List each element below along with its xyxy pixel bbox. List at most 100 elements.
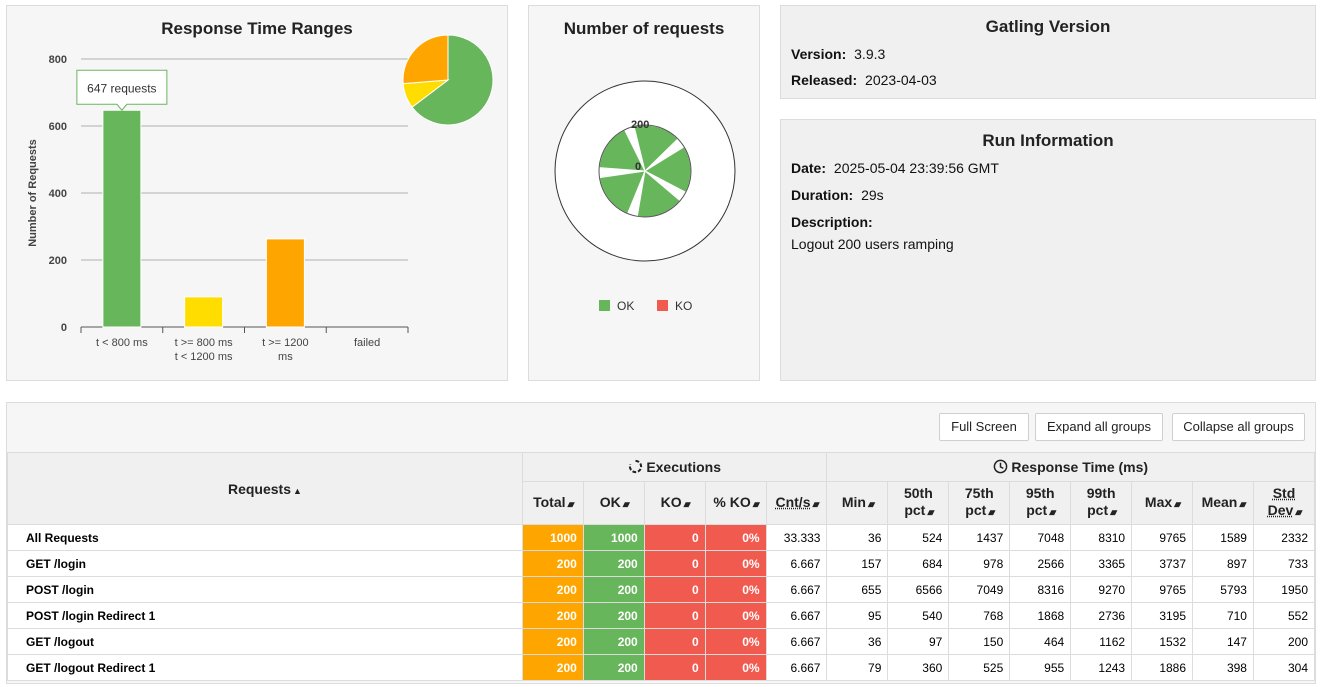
column-header-label: % KO <box>713 493 751 510</box>
cell-p50: 6566 <box>887 576 950 603</box>
version-label: Version: <box>791 46 847 62</box>
cell-ok: 200 <box>582 576 645 603</box>
full-screen-button[interactable]: Full Screen <box>939 413 1029 441</box>
table-row[interactable]: GET /logout 200 200 0 0% 6.667 36 97 150 464 1162 1… <box>7 628 1316 655</box>
cell-max: 3737 <box>1131 550 1194 577</box>
column-header-label: 50th <box>903 485 933 501</box>
sort-icon: ▴▾ <box>567 498 575 509</box>
column-header-max[interactable]: Max ▴▾ <box>1131 481 1194 525</box>
pie-slice-0[interactable] <box>411 34 494 126</box>
column-header-cnt[interactable]: Cnt/s ▴▾ <box>765 481 828 525</box>
column-header-label-line2: pct <box>1026 502 1048 518</box>
cell-pko: 0% <box>704 602 767 629</box>
date-label: Date: <box>791 160 827 176</box>
run-information-panel: Run Information Date: 2025-05-04 23:39:5… <box>780 119 1316 381</box>
released-row: Released: 2023-04-03 <box>791 72 937 88</box>
x-tick-label: t < 1200 ms <box>175 351 233 363</box>
column-header-pko[interactable]: % KO ▴▾ <box>704 481 767 525</box>
sort-icon: ▴▾ <box>683 498 691 509</box>
x-tick-label: t >= 800 ms <box>175 337 234 349</box>
column-header-p95[interactable]: 95th pct ▴▾ <box>1009 481 1072 525</box>
cell-total: 1000 <box>521 524 584 551</box>
cell-std: 1950 <box>1252 576 1316 603</box>
cell-p95: 7048 <box>1009 524 1072 551</box>
cell-p75: 150 <box>948 628 1011 655</box>
column-header-label-line2: pct <box>965 502 987 518</box>
x-tick-label: failed <box>354 337 380 349</box>
column-header-total[interactable]: Total ▴▾ <box>521 481 584 525</box>
response-time-ranges-panel: Response Time Ranges Number of Requests 0… <box>6 5 508 381</box>
request-name[interactable]: GET /logout <box>7 628 523 655</box>
cell-ko: 0 <box>643 550 706 577</box>
y-tick-label: 800 <box>49 54 67 66</box>
gatling-version-title: Gatling Version <box>985 17 1111 36</box>
cell-p75: 525 <box>948 654 1011 681</box>
column-header-ok[interactable]: OK ▴▾ <box>582 481 645 525</box>
version-row: Version: 3.9.3 <box>791 46 885 62</box>
cell-p75: 7049 <box>948 576 1011 603</box>
cell-p99: 3365 <box>1070 550 1133 577</box>
column-header-mean[interactable]: Mean ▴▾ <box>1192 481 1254 525</box>
description-row: Description: <box>791 214 877 230</box>
column-header-std[interactable]: Std Dev ▴▾ <box>1252 481 1316 525</box>
legend-ko-label[interactable]: KO <box>675 299 692 313</box>
cell-min: 36 <box>826 524 889 551</box>
cell-total: 200 <box>521 628 584 655</box>
executions-icon <box>629 459 643 474</box>
sort-icon: ▴▾ <box>1239 498 1246 509</box>
cell-pko: 0% <box>704 628 767 655</box>
column-header-label: Total <box>533 493 566 510</box>
table-row[interactable]: All Requests 1000 1000 0 0% 33.333 36 524 1437 70… <box>7 524 1316 551</box>
column-header-p75[interactable]: 75th pct ▴▾ <box>948 481 1011 525</box>
bar-1[interactable] <box>184 296 224 328</box>
requests-column-header[interactable]: Requests ▲ <box>7 452 523 525</box>
column-header-p50[interactable]: 50th pct ▴▾ <box>887 481 950 525</box>
bar-0[interactable] <box>102 109 142 328</box>
legend-ko-swatch[interactable] <box>657 300 668 311</box>
bar-tooltip-text: 647 requests <box>87 81 156 95</box>
legend-ok-swatch[interactable] <box>599 300 610 311</box>
clock-icon <box>994 459 1008 474</box>
request-name[interactable]: GET /login <box>7 550 523 577</box>
run-information-title: Run Information <box>982 131 1114 150</box>
number-of-requests-panel: Number of requests 200 0 OK KO <box>528 5 760 381</box>
cell-cnt: 6.667 <box>765 602 828 629</box>
cell-mean: 897 <box>1192 550 1254 577</box>
cell-ok: 1000 <box>582 524 645 551</box>
cell-max: 3195 <box>1131 602 1194 629</box>
request-name[interactable]: POST /login <box>7 576 523 603</box>
cell-p99: 2736 <box>1070 602 1133 629</box>
expand-all-groups-button[interactable]: Expand all groups <box>1035 413 1163 441</box>
table-row[interactable]: GET /logout Redirect 1 200 200 0 0% 6.667 79 36… <box>7 654 1316 681</box>
legend-ok-label[interactable]: OK <box>617 299 634 313</box>
response-time-header-label: Response Time (ms) <box>1011 459 1149 475</box>
cell-ok: 200 <box>582 654 645 681</box>
table-row[interactable]: POST /login Redirect 1 200 200 0 0% 6.667 95 54… <box>7 602 1316 629</box>
polar-label-200: 200 <box>631 119 649 131</box>
table-row[interactable]: POST /login 200 200 0 0% 6.667 655 6566 7049 8316… <box>7 576 1316 603</box>
bar-2[interactable] <box>265 238 305 328</box>
executions-group-header: Executions <box>521 452 828 482</box>
sort-icon: ▴▾ <box>927 507 934 517</box>
sort-icon: ▴▾ <box>622 498 630 509</box>
request-name[interactable]: POST /login Redirect 1 <box>7 602 523 629</box>
duration-label: Duration: <box>791 187 854 203</box>
column-header-label-line2: pct <box>1087 502 1109 518</box>
column-header-p99[interactable]: 99th pct ▴▾ <box>1070 481 1133 525</box>
x-tick-label: t >= 1200 <box>262 337 309 349</box>
cell-total: 200 <box>521 550 584 577</box>
requests-header-label: Requests <box>227 480 291 497</box>
cell-total: 200 <box>521 576 584 603</box>
cell-ko: 0 <box>643 602 706 629</box>
table-row[interactable]: GET /login 200 200 0 0% 6.667 157 684 978 2566 336… <box>7 550 1316 577</box>
request-name[interactable]: All Requests <box>7 524 523 551</box>
duration-row: Duration: 29s <box>791 187 884 203</box>
column-header-ko[interactable]: KO ▴▾ <box>643 481 706 525</box>
column-header-min[interactable]: Min ▴▾ <box>826 481 889 525</box>
request-name[interactable]: GET /logout Redirect 1 <box>7 654 523 681</box>
cell-pko: 0% <box>704 524 767 551</box>
pie-slice-2[interactable] <box>402 34 449 85</box>
statistics-panel: Full Screen Expand all groups Collapse a… <box>6 402 1316 684</box>
cell-p50: 540 <box>887 602 950 629</box>
collapse-all-groups-button[interactable]: Collapse all groups <box>1172 413 1305 441</box>
